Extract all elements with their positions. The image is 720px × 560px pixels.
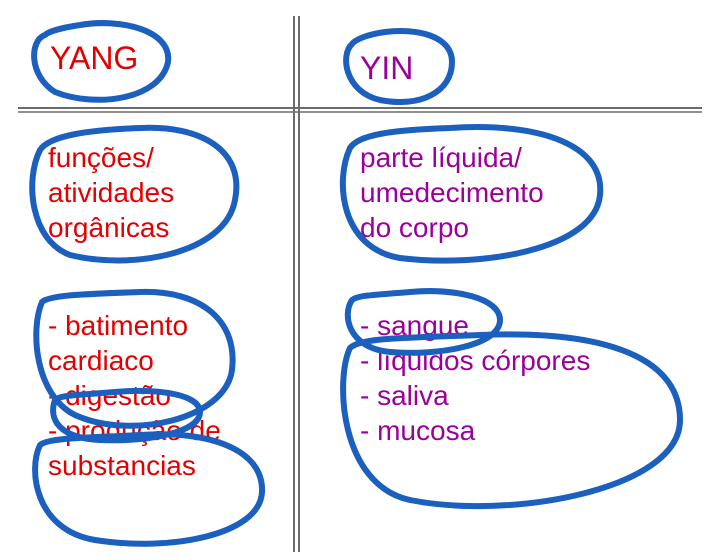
yin-examples: - sangue - líquidos córpores - saliva - … [360, 308, 590, 448]
yang-examples: - batimento cardiaco - digestão - produç… [48, 308, 221, 483]
yang-description: funções/ atividades orgânicas [48, 140, 174, 245]
yin-description: parte líquida/ umedecimento do corpo [360, 140, 544, 245]
yin-title: YIN [360, 48, 413, 88]
yang-title: YANG [50, 38, 138, 78]
